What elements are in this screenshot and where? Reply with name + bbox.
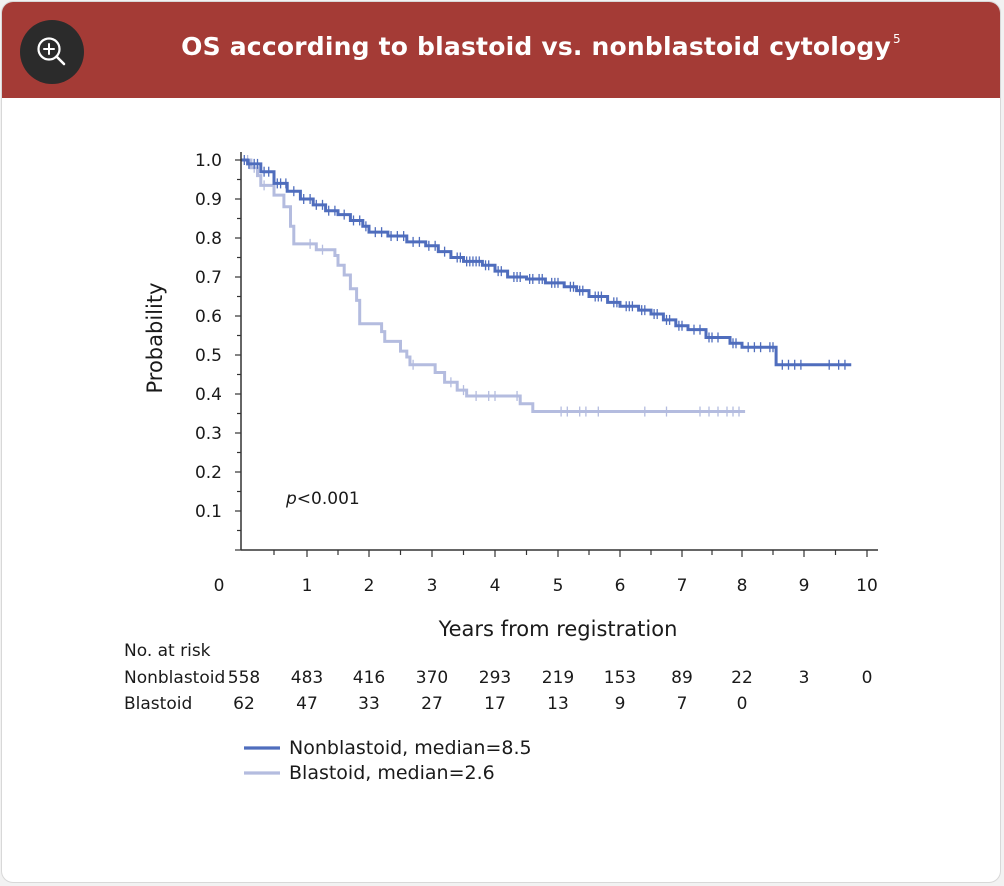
y-tick-label: 0.6 bbox=[195, 307, 222, 327]
x-axis-title: Years from registration bbox=[438, 617, 678, 641]
risk-count: 370 bbox=[416, 668, 448, 688]
risk-count: 17 bbox=[484, 694, 506, 714]
x-tick-label: 6 bbox=[615, 576, 626, 596]
risk-count: 0 bbox=[737, 694, 748, 714]
x-tick-label: 7 bbox=[677, 576, 688, 596]
figure-title-reference: 5 bbox=[892, 32, 901, 46]
zoom-button[interactable] bbox=[20, 20, 84, 84]
risk-count: 558 bbox=[228, 668, 260, 688]
x-tick-label: 9 bbox=[799, 576, 810, 596]
x-tick-label: 8 bbox=[737, 576, 748, 596]
legend-label-blastoid: Blastoid, median=2.6 bbox=[289, 762, 495, 784]
blastoid-curve bbox=[241, 158, 746, 414]
risk-count: 293 bbox=[479, 668, 511, 688]
figure-header: OS according to blastoid vs. nonblastoid… bbox=[2, 2, 1000, 98]
risk-count: 89 bbox=[671, 668, 693, 688]
risk-count: 22 bbox=[731, 668, 753, 688]
zoom-in-icon bbox=[37, 37, 66, 66]
risk-count: 7 bbox=[677, 694, 688, 714]
y-tick-label: 1.0 bbox=[195, 151, 222, 171]
risk-row-label: Blastoid bbox=[124, 694, 192, 714]
x-tick-label: 2 bbox=[364, 576, 375, 596]
y-tick-label: 0.9 bbox=[195, 190, 222, 210]
risk-count: 62 bbox=[233, 694, 255, 714]
risk-table-title: No. at risk bbox=[124, 641, 211, 661]
risk-count: 47 bbox=[296, 694, 318, 714]
y-tick-label: 0.5 bbox=[195, 346, 222, 366]
figure-title-text: OS according to blastoid vs. nonblastoid… bbox=[181, 32, 891, 61]
p-value-annotation: p<0.001 bbox=[285, 489, 360, 509]
risk-count: 9 bbox=[615, 694, 626, 714]
figure-title: OS according to blastoid vs. nonblastoid… bbox=[102, 32, 980, 61]
x-tick-label: 0 bbox=[214, 576, 225, 596]
y-tick-label: 0.4 bbox=[195, 385, 222, 405]
series-nonblastoid bbox=[241, 155, 852, 370]
y-tick-label: 0.1 bbox=[195, 502, 222, 522]
risk-count: 219 bbox=[542, 668, 574, 688]
y-axis-title: Probability bbox=[143, 282, 167, 393]
y-tick-label: 0.8 bbox=[195, 229, 222, 249]
risk-row-label: Nonblastoid bbox=[124, 668, 225, 688]
risk-count: 33 bbox=[358, 694, 380, 714]
risk-count: 483 bbox=[291, 668, 323, 688]
x-tick-label: 1 bbox=[302, 576, 313, 596]
risk-count: 153 bbox=[604, 668, 636, 688]
risk-count: 3 bbox=[799, 668, 810, 688]
nonblastoid-curve bbox=[241, 158, 852, 367]
x-tick-label: 4 bbox=[490, 576, 501, 596]
x-tick-label: 10 bbox=[856, 576, 878, 596]
y-tick-label: 0.7 bbox=[195, 268, 222, 288]
risk-count: 13 bbox=[547, 694, 569, 714]
legend-label-nonblastoid: Nonblastoid, median=8.5 bbox=[289, 737, 532, 759]
y-tick-label: 0.2 bbox=[195, 463, 222, 483]
risk-count: 416 bbox=[353, 668, 385, 688]
x-tick-label: 3 bbox=[427, 576, 438, 596]
risk-count: 0 bbox=[862, 668, 873, 688]
risk-count: 27 bbox=[421, 694, 443, 714]
series-blastoid bbox=[241, 155, 746, 417]
x-tick-label: 5 bbox=[553, 576, 564, 596]
y-tick-label: 0.3 bbox=[195, 424, 222, 444]
